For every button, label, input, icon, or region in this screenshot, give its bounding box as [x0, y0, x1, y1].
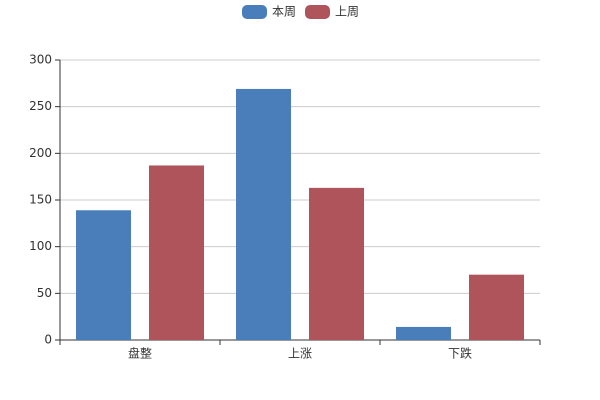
- legend-label[interactable]: 上周: [335, 5, 359, 19]
- bar: [76, 210, 131, 340]
- y-tick-label: 300: [29, 53, 52, 67]
- x-tick-label: 上涨: [288, 346, 312, 361]
- bar: [236, 88, 291, 340]
- y-tick-label: 100: [29, 239, 52, 253]
- legend-swatch[interactable]: [242, 5, 267, 19]
- bar: [309, 187, 364, 340]
- x-tick-label: 盘整: [128, 346, 152, 361]
- bar: [149, 165, 204, 340]
- legend-swatch[interactable]: [305, 5, 330, 19]
- bar: [396, 326, 451, 340]
- y-tick-label: 200: [29, 146, 52, 160]
- y-tick-label: 150: [29, 193, 52, 207]
- y-tick-label: 250: [29, 99, 52, 113]
- y-tick-label: 0: [44, 333, 52, 347]
- x-tick-label: 下跌: [448, 346, 472, 361]
- bar: [469, 274, 524, 340]
- y-tick-label: 50: [37, 286, 52, 300]
- legend-label[interactable]: 本周: [272, 5, 296, 19]
